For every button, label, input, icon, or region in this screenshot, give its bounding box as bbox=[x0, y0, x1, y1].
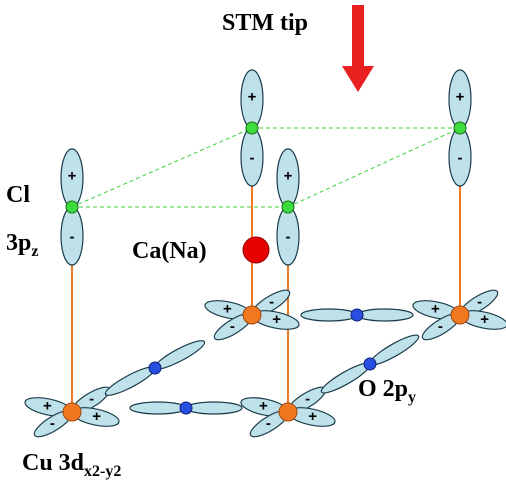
cu-atom bbox=[450, 305, 470, 325]
o-atom bbox=[148, 361, 162, 375]
sign: - bbox=[89, 391, 94, 408]
cu-orbital: Cu 3d bbox=[22, 450, 85, 476]
sign: + bbox=[92, 408, 101, 425]
cu-atom bbox=[242, 305, 262, 325]
cl-label: Cl bbox=[6, 182, 30, 208]
ca-label: Ca(Na) bbox=[132, 238, 207, 264]
cu-orbital-label: Cu 3dx2-y2 bbox=[22, 450, 121, 480]
cl-atom bbox=[245, 121, 259, 135]
sign: + bbox=[223, 301, 232, 318]
o-atom bbox=[179, 401, 193, 415]
sign: + bbox=[248, 89, 257, 106]
o-orbital: O 2p bbox=[358, 376, 408, 402]
sign: - bbox=[70, 228, 75, 245]
cu-atom bbox=[62, 402, 82, 422]
cl-orbital-label: 3pz bbox=[6, 230, 38, 260]
sign: + bbox=[456, 89, 465, 106]
sign: + bbox=[284, 168, 293, 185]
cl-atom bbox=[65, 200, 79, 214]
stm-tip-arrow bbox=[342, 5, 374, 92]
o-orbital-label: O 2py bbox=[358, 376, 416, 406]
lobe bbox=[300, 308, 358, 322]
cu-orbital-sub: x2-y2 bbox=[84, 463, 121, 480]
o-orbital-sub: y bbox=[408, 389, 416, 406]
sign: - bbox=[250, 149, 255, 166]
lobe bbox=[356, 308, 414, 322]
bonds bbox=[71, 127, 461, 410]
cu-atom bbox=[278, 402, 298, 422]
sign: + bbox=[68, 168, 77, 185]
cl-atom bbox=[281, 200, 295, 214]
cl-orbital: 3p bbox=[6, 230, 31, 256]
dashed-line bbox=[287, 127, 461, 208]
orbitals: +-+-+-+-+ -+-+ -+-+ -+-+ -+- bbox=[24, 69, 506, 438]
sign: + bbox=[431, 301, 440, 318]
ca-atom bbox=[242, 236, 270, 264]
lobe bbox=[129, 401, 187, 415]
dashed-line bbox=[71, 127, 253, 208]
sign: - bbox=[458, 149, 463, 166]
lobe bbox=[185, 401, 243, 415]
sign: - bbox=[477, 294, 482, 311]
o-atom bbox=[363, 357, 377, 371]
sign: - bbox=[305, 391, 310, 408]
sign: + bbox=[43, 398, 52, 415]
sign: - bbox=[230, 318, 235, 335]
sign: - bbox=[286, 228, 291, 245]
sign: + bbox=[308, 408, 317, 425]
sign: + bbox=[259, 398, 268, 415]
stm-tip-label: STM tip bbox=[222, 10, 308, 36]
sign: - bbox=[50, 415, 55, 432]
cl-atom bbox=[453, 121, 467, 135]
sign: - bbox=[438, 318, 443, 335]
cl-orbital-sub: z bbox=[31, 243, 38, 260]
sign: - bbox=[269, 294, 274, 311]
sign: + bbox=[272, 311, 281, 328]
sign: + bbox=[480, 311, 489, 328]
o-atom bbox=[350, 308, 364, 322]
sign: - bbox=[266, 415, 271, 432]
